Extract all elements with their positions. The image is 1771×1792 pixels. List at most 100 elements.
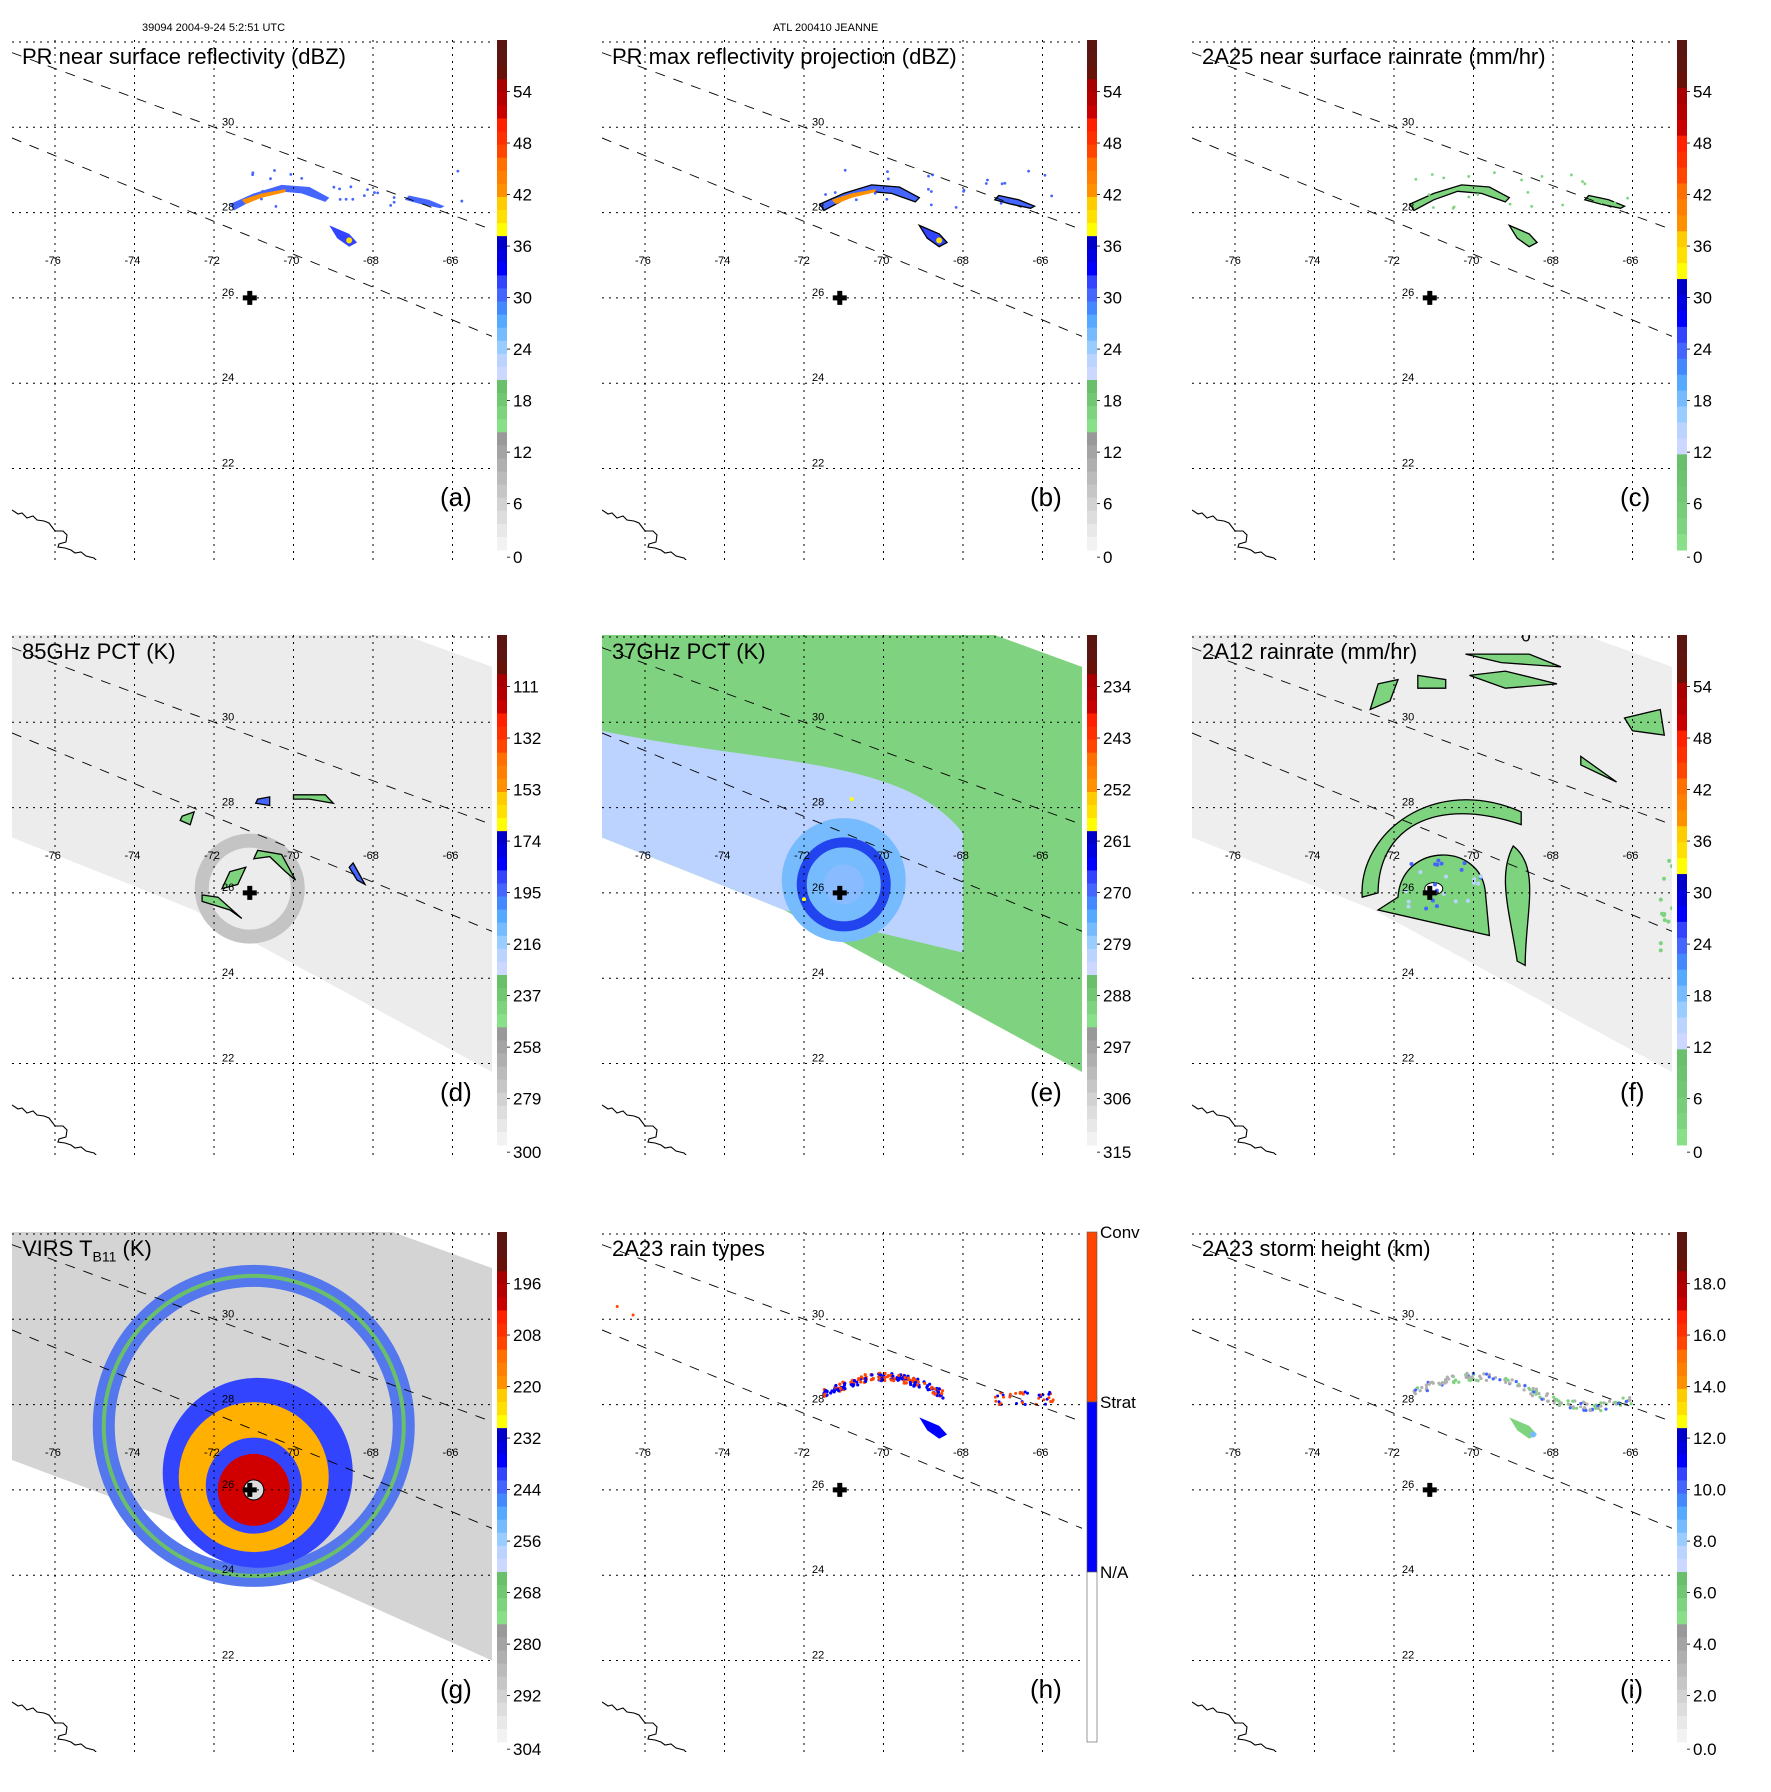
colorbar-band [1677,1258,1687,1272]
lon-tick-label: -66 [1033,255,1049,267]
precip-pixel [927,187,930,191]
colorbar: 54 48 42 36 30 24 18 12 6 0 [1677,40,1712,567]
rain-type-pixel [1049,1399,1053,1403]
colorbar-tick-label: 24 [1693,935,1712,954]
lon-tick-label: -66 [1033,1447,1049,1459]
precip-pixel [1431,206,1435,209]
colorbar-band [497,1066,507,1081]
colorbar-band [1677,921,1687,939]
colorbar-band [1677,1624,1687,1638]
lon-tick-label: -66 [1623,255,1639,267]
colorbar-band [1677,682,1687,700]
colorbar-band [1677,151,1687,168]
colorbar-band [1087,406,1097,420]
colorbar-tick-label: 280 [513,1635,541,1654]
colorbar-band [1677,858,1687,875]
precip-pixel [366,188,369,192]
precip-pixel [1540,175,1544,178]
colorbar-band [497,726,507,741]
colorbar-band [1087,661,1097,675]
rain-type-pixel [834,1383,838,1388]
storm-height-pixel [1514,1379,1518,1384]
precip-pixel [886,170,889,174]
colorbar-tick-label: 36 [513,237,532,256]
colorbar-band [1677,1297,1687,1311]
rain-pixel [1436,858,1441,863]
lon-tick-label: -74 [1305,1447,1321,1459]
storm-height-pixel [1498,1378,1502,1382]
lon-tick-label: -68 [953,1447,969,1459]
lon-tick-label: -72 [204,255,220,267]
precip-pixel [631,1313,635,1317]
precip-pixel [344,197,348,201]
colorbar-band [1677,119,1687,137]
convective-cell [1507,223,1539,248]
storm-height-pixel [1451,1380,1456,1384]
map-plot: -76 -74 -72 -70 -68 -663230282624225448423630… [12,40,532,567]
storm-height-pixel [1484,1372,1489,1376]
lat-tick-label: 28 [812,202,824,214]
cell-core [346,237,353,244]
colorbar-band [1087,40,1097,54]
storm-center-icon [1422,1482,1437,1497]
panel-title-text: 2A23 rain types [612,1236,765,1261]
colorbar-tick-label: 30 [1693,289,1712,308]
panel-label: (a) [440,482,472,512]
colorbar-tick-label: 196 [513,1275,541,1294]
colorbar-band [1087,1118,1097,1133]
colorbar-band [497,1428,507,1442]
storm-center-icon [242,290,257,305]
map-plot: -76 -74 -72 -70 -68 -6632302826242218.016.014… [1192,1232,1726,1759]
colorbar-band [1677,762,1687,779]
lat-tick-label: 32 [812,626,824,638]
colorbar-tick-label: 18 [1693,392,1712,411]
rain-type-pixel [896,1378,900,1382]
colorbar-band [1087,196,1097,211]
colorbar-band [497,510,507,525]
map-body: -76 -74 -72 -70 -68 -66 32 30 28 26 24 22 [12,635,492,1155]
rain-type-pixel [1051,1398,1055,1402]
colorbar-band [497,739,507,754]
precip-pixel [1493,171,1496,175]
colorbar-band [1087,1092,1097,1107]
rain-type-pixel [880,1377,884,1381]
lon-tick-label: -68 [363,1447,379,1459]
colorbar-band [497,1467,507,1481]
lat-tick-label: 24 [1402,372,1414,384]
colorbar-band [1677,1585,1687,1599]
storm-height-pixel [1537,1391,1541,1396]
map-body: -76 -74 -72 -70 -68 -66 32 30 28 26 24 22 [602,626,1082,1155]
colorbar-band [1087,1027,1097,1041]
colorbar-tick-label: 0 [513,548,522,567]
colorbar-band [497,1118,507,1133]
colorbar-band [497,1611,507,1625]
colorbar-band [497,765,507,780]
storm-height-pixel [1424,1386,1429,1390]
rain-type-pixel [913,1380,917,1385]
colorbar-band [1087,118,1097,133]
lat-tick-label: 24 [812,1564,824,1576]
map-body: -76 -74 -72 -70 -68 -66 32 30 28 26 24 22 [1192,1232,1672,1752]
colorbar-band [1677,969,1687,987]
colorbar-tick-label: 12 [1103,443,1122,462]
rain-area [1623,708,1666,736]
precip-pixel [1526,191,1530,194]
colorbar-tick-label: 300 [513,1143,541,1162]
colorbar-band [1677,486,1687,503]
coastline [602,509,687,560]
precip-pixel [460,199,464,203]
colorbar-band [1677,937,1687,955]
colorbar-band [1677,1532,1687,1547]
colorbar-tick-label: 30 [513,289,532,308]
colorbar-band [1087,105,1097,119]
lon-tick-label: -72 [1384,255,1400,267]
colorbar-band [1087,948,1097,963]
panel-title: 2A23 storm height (km) [1202,1236,1431,1262]
colorbar-band [1677,310,1687,328]
colorbar-band [1087,183,1097,198]
map-panel-a: -76 -74 -72 -70 -68 -66 32 30 28 26 24 22 54 48 42 36 30… [12,40,532,600]
colorbar-band [497,327,507,342]
rain-type-pixel [941,1396,945,1400]
storm-height-pixel [1415,1386,1420,1390]
colorbar-band [1677,1271,1687,1285]
